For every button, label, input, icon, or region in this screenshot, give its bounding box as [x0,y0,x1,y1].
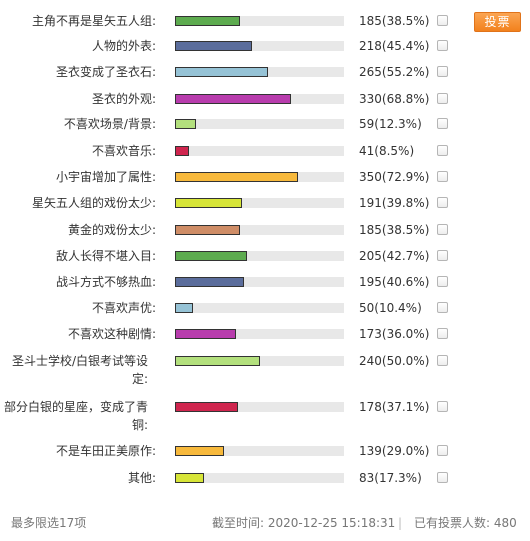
option-label: 不喜欢这种剧情: [67,327,156,341]
option-count: 83(17.3%) [359,471,422,485]
option-bar-fill [175,198,242,208]
vote-button[interactable]: 投票 [474,12,521,32]
option-checkbox[interactable] [437,66,448,77]
option-bar-track [175,119,344,129]
option-bar-track [175,277,344,287]
option-checkbox[interactable] [437,15,448,26]
option-count: 218(45.4%) [359,39,430,53]
option-bar-fill [175,94,291,104]
option-label: 战斗方式不够热血: [55,275,156,289]
option-checkbox[interactable] [437,355,448,366]
option-bar-track [175,303,344,313]
option-bar-track [175,67,344,77]
option-bar-fill [175,356,260,366]
max-choice-text: 最多限选17项 [11,516,87,530]
option-count: 50(10.4%) [359,301,422,315]
option-count: 185(38.5%) [359,223,430,237]
option-count: 178(37.1%) [359,400,430,414]
option-count: 330(68.8%) [359,92,430,106]
option-label: 圣衣的外观: [91,92,156,106]
option-bar-track [175,146,344,156]
option-count: 240(50.0%) [359,354,430,368]
option-count: 139(29.0%) [359,444,430,458]
option-label: 不喜欢场景/背景: [63,117,156,131]
option-checkbox[interactable] [437,276,448,287]
option-bar-fill [175,172,298,182]
poll-footer: 最多限选17项 截至时间: 2020-12-25 15:18:31 | 已有投票… [0,514,530,532]
option-bar-track [175,473,344,483]
option-label: 星矢五人组的戏份太少: [31,196,156,210]
option-checkbox[interactable] [437,197,448,208]
option-checkbox[interactable] [437,472,448,483]
option-checkbox[interactable] [437,302,448,313]
footer-separator: | [398,516,403,530]
option-label: 部分白银的星座，变成了青铜: [3,400,148,432]
option-bar-fill [175,277,244,287]
option-bar-fill [175,329,236,339]
option-bar-fill [175,225,240,235]
option-checkbox[interactable] [437,171,448,182]
option-checkbox[interactable] [437,401,448,412]
option-bar-fill [175,146,189,156]
option-bar-fill [175,402,238,412]
option-label: 圣斗士学校/白银考试等设定: [11,354,148,386]
option-bar-track [175,329,344,339]
option-label: 不喜欢音乐: [91,144,156,158]
option-checkbox[interactable] [437,224,448,235]
option-bar-track [175,41,344,51]
option-count: 173(36.0%) [359,327,430,341]
option-bar-track [175,198,344,208]
option-checkbox[interactable] [437,250,448,261]
option-bar-fill [175,251,247,261]
option-bar-track [175,94,344,104]
option-count: 265(55.2%) [359,65,430,79]
option-bar-track [175,402,344,412]
option-bar-track [175,356,344,366]
option-bar-fill [175,446,224,456]
option-label: 其他: [127,471,156,485]
option-count: 195(40.6%) [359,275,430,289]
option-bar-fill [175,303,193,313]
option-checkbox[interactable] [437,40,448,51]
option-count: 59(12.3%) [359,117,422,131]
option-count: 41(8.5%) [359,144,415,158]
option-bar-fill [175,473,204,483]
option-label: 黄金的戏份太少: [67,223,156,237]
option-checkbox[interactable] [437,118,448,129]
option-bar-fill [175,41,252,51]
option-label: 主角不再是星矢五人组: [31,14,156,28]
option-bar-track [175,225,344,235]
option-checkbox[interactable] [437,145,448,156]
option-bar-track [175,16,344,26]
option-label: 敌人长得不堪入目: [55,249,156,263]
option-label: 圣衣变成了圣衣石: [55,65,156,79]
voter-count-text: 已有投票人数: 480 [414,516,517,530]
deadline-text: 截至时间: 2020-12-25 15:18:31 [212,516,396,530]
option-checkbox[interactable] [437,445,448,456]
option-count: 191(39.8%) [359,196,430,210]
option-count: 205(42.7%) [359,249,430,263]
option-label: 小宇宙增加了属性: [55,170,156,184]
option-bar-fill [175,67,268,77]
option-checkbox[interactable] [437,93,448,104]
option-count: 350(72.9%) [359,170,430,184]
option-checkbox[interactable] [437,328,448,339]
option-label: 不是车田正美原作: [55,444,156,458]
option-label: 人物的外表: [91,39,156,53]
option-bar-track [175,251,344,261]
option-bar-track [175,446,344,456]
option-bar-fill [175,119,196,129]
option-label: 不喜欢声优: [91,301,156,315]
option-bar-track [175,172,344,182]
option-count: 185(38.5%) [359,14,430,28]
option-bar-fill [175,16,240,26]
